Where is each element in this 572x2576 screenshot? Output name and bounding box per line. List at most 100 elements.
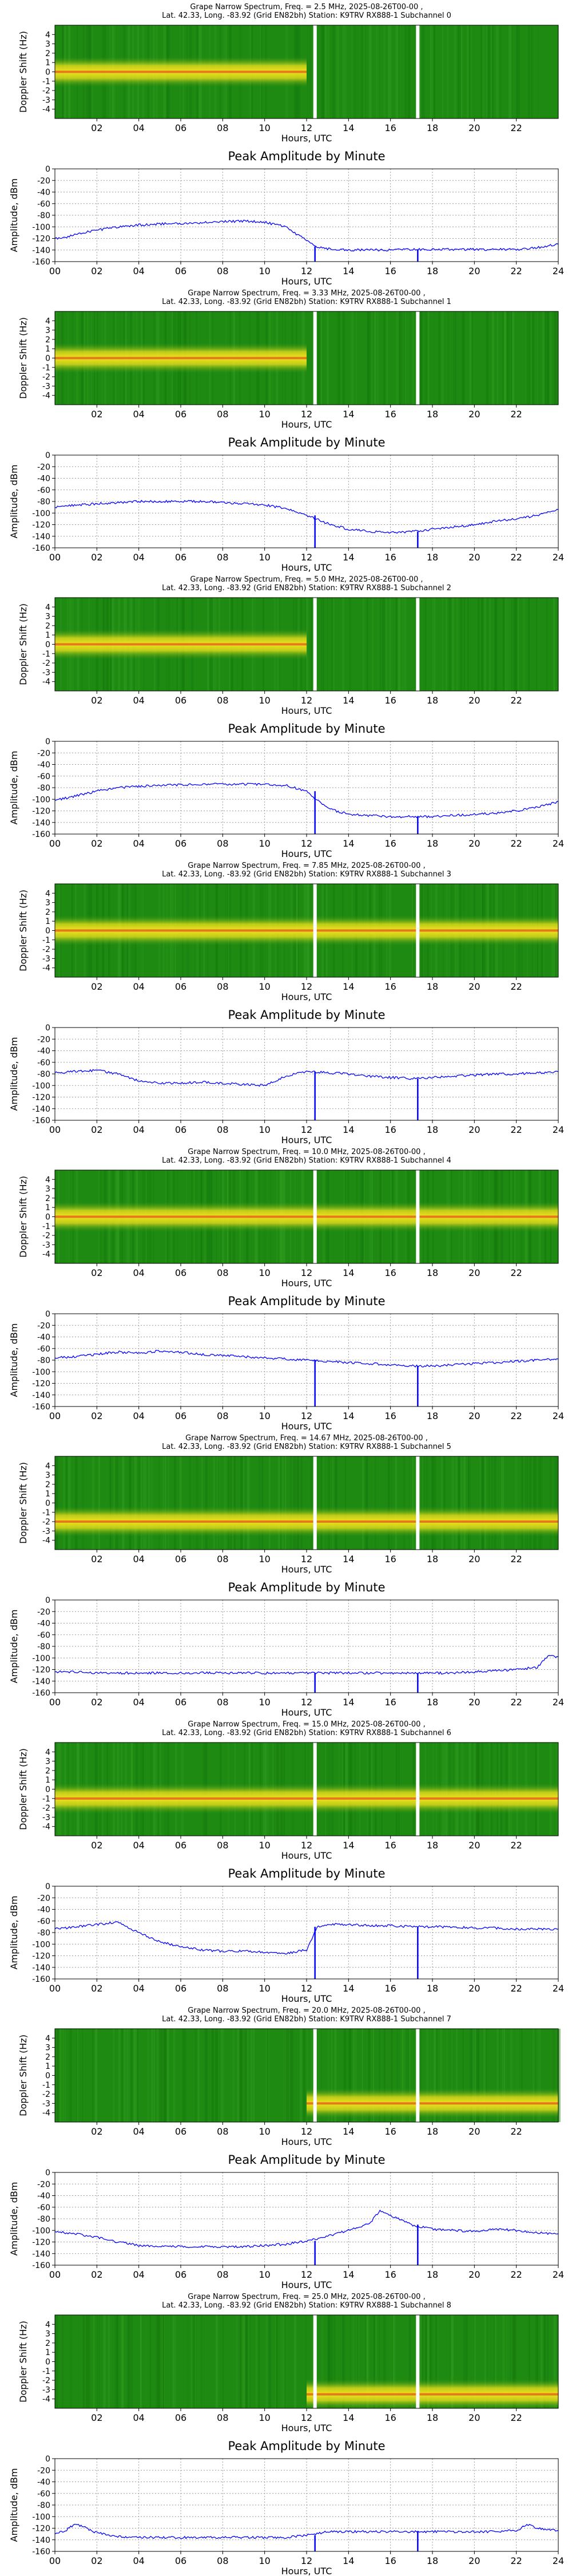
spectrum-streak — [370, 25, 371, 118]
spectrum-streak — [321, 2315, 323, 2408]
data-gap — [416, 25, 420, 118]
spectrum-streak — [550, 1456, 552, 1550]
spectrum-streak — [334, 2029, 337, 2122]
y-tick-label: -2 — [42, 2376, 50, 2385]
panel-4: Grape Narrow Spectrum, Freq. = 5.0 MHz, … — [18, 575, 559, 716]
data-gap — [313, 2315, 317, 2408]
spectrum-streak — [116, 2315, 119, 2408]
spectrum-subtitle: Lat. 42.33, Long. -83.92 (Grid EN82bh) S… — [162, 870, 451, 879]
spectrum-streak — [325, 598, 328, 691]
y-tick-label: 3 — [45, 2330, 50, 2339]
x-tick-label: 16 — [384, 2126, 396, 2137]
spectrum-streak — [422, 598, 423, 691]
y-tick-label: -140 — [32, 1677, 50, 1686]
x-tick-label: 08 — [217, 1554, 228, 1564]
x-tick-label: 16 — [384, 266, 396, 276]
x-tick-label: 08 — [217, 552, 228, 563]
y-tick-label: 0 — [45, 2072, 50, 2081]
spectrum-streak — [383, 25, 386, 118]
spectrum-title: Grape Narrow Spectrum, Freq. = 15.0 MHz,… — [188, 1720, 425, 1729]
spectrum-streak — [516, 2029, 517, 2122]
spectrum-streak — [354, 2029, 357, 2122]
x-tick-label: 10 — [259, 266, 270, 276]
x-tick-label: 00 — [49, 1697, 61, 1708]
spectrum-streak — [265, 2315, 268, 2408]
spectrum-streak — [403, 1456, 406, 1550]
x-tick-label: 14 — [343, 838, 354, 849]
spectrum-streak — [378, 598, 382, 691]
spectrum-streak — [431, 1456, 434, 1550]
spectrum-streak — [257, 2315, 260, 2408]
spectrum-streak — [201, 2315, 202, 2408]
spectrum-streak — [491, 1456, 493, 1550]
x-tick-label: 04 — [133, 266, 144, 276]
spectrum-streak — [344, 25, 347, 118]
x-tick-label: 20 — [468, 1697, 480, 1708]
y-tick-label: 0 — [45, 1785, 50, 1795]
y-tick-label: -40 — [37, 188, 50, 197]
y-tick-label: -160 — [32, 830, 50, 839]
y-tick-label: -1 — [42, 77, 50, 86]
spectrum-streak — [321, 2029, 323, 2122]
data-gap — [416, 884, 420, 977]
spectrum-streak — [57, 2029, 59, 2122]
y-tick-label: 2 — [45, 622, 50, 631]
x-tick-label: 08 — [217, 2412, 228, 2423]
x-tick-label: 16 — [384, 2555, 396, 2566]
spectrum-streak — [149, 2315, 151, 2408]
spectrum-streak — [406, 2029, 407, 2122]
amplitude-series-line — [54, 1069, 559, 1087]
spectrum-streak — [144, 1456, 146, 1550]
x-tick-label: 22 — [510, 2126, 522, 2137]
x-tick-label: 10 — [259, 1554, 270, 1564]
y-tick-label: 1 — [45, 1203, 50, 1212]
spectrum-streak — [123, 2029, 126, 2122]
x-tick-label: 20 — [468, 552, 480, 563]
spectrum-streak — [368, 25, 372, 118]
spectrum-streak — [317, 2029, 319, 2122]
spectrum-streak — [331, 598, 333, 691]
spectrum-streak — [75, 1456, 78, 1550]
y-axis-label: Doppler Shift (Hz) — [18, 2034, 29, 2116]
spectrum-streak — [190, 2315, 193, 2408]
spectrum-streak — [343, 2029, 347, 2122]
spectrum-streak — [537, 598, 539, 691]
spectrum-streak — [376, 311, 379, 405]
x-tick-label: 18 — [427, 2269, 438, 2280]
x-tick-label: 22 — [510, 552, 522, 563]
spectrum-streak — [76, 2029, 79, 2122]
y-tick-label: -40 — [37, 1333, 50, 1342]
y-tick-label: 1 — [45, 2062, 50, 2071]
spectrum-streak — [281, 1456, 284, 1550]
spectrum-streak — [165, 2029, 167, 2122]
y-tick-label: -100 — [32, 2226, 50, 2235]
y-tick-label: 4 — [45, 1175, 50, 1184]
x-tick-label: 08 — [217, 2555, 228, 2566]
spectrum-streak — [552, 2029, 555, 2122]
spectrum-streak — [418, 25, 422, 118]
amplitude-title: Peak Amplitude by Minute — [228, 149, 386, 163]
spectrum-streak — [525, 1456, 527, 1550]
y-tick-label: -2 — [42, 373, 50, 382]
spectrum-streak — [529, 2315, 530, 2408]
spectrum-streak — [164, 2029, 166, 2122]
spectrum-streak — [342, 311, 345, 405]
spectrum-streak — [148, 1456, 150, 1550]
spectrum-streak — [197, 2029, 200, 2122]
spectrum-streak — [341, 598, 344, 691]
y-tick-label: 1 — [45, 58, 50, 68]
spectrum-streak — [538, 25, 541, 118]
spectrum-streak — [538, 25, 541, 118]
amplitude-frame — [54, 168, 559, 262]
spectrum-streak — [478, 2029, 479, 2122]
spectrum-streak — [292, 1456, 293, 1550]
spectrum-streak — [506, 598, 509, 691]
panel-3: Peak Amplitude by Minute 0 -20 -40 -60 -80 -10… — [9, 436, 564, 573]
spectrum-streak — [85, 2315, 88, 2408]
spectrum-streak — [136, 2029, 139, 2122]
spectrum-streak — [362, 1456, 364, 1550]
spectrum-streak — [550, 311, 551, 405]
spectrum-streak — [182, 2029, 184, 2122]
spectrum-streak — [454, 25, 456, 118]
y-tick-label: 0 — [45, 1596, 50, 1605]
